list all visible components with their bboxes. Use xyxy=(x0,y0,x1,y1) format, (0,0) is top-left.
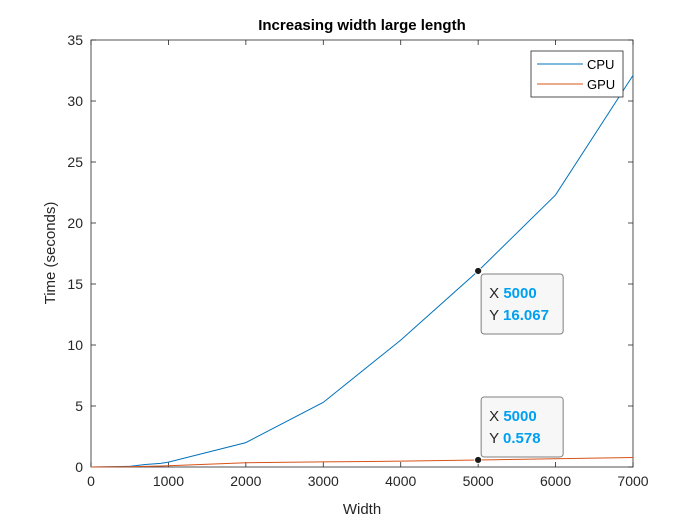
y-tick-label: 10 xyxy=(67,337,83,353)
legend-label-gpu: GPU xyxy=(587,77,615,92)
x-tick-label: 4000 xyxy=(385,473,416,489)
series-line-cpu xyxy=(90,75,634,468)
datatip-y-row: Y 16.067 xyxy=(489,307,549,324)
legend-label-cpu: CPU xyxy=(587,57,614,72)
datatip-x-value: 5000 xyxy=(503,408,536,425)
datatip-x-row: X 5000 xyxy=(489,408,537,425)
datatip-x-label: X xyxy=(489,285,503,302)
datatip-y-label: Y xyxy=(489,430,503,447)
datatip-y-value: 16.067 xyxy=(503,307,549,324)
datatip-marker xyxy=(474,267,483,275)
x-tick-label: 6000 xyxy=(540,473,571,489)
x-tick-label: 7000 xyxy=(617,473,648,489)
y-axis-label: Time (seconds) xyxy=(42,202,59,305)
axes-box xyxy=(90,39,634,468)
x-tick-label: 1000 xyxy=(153,473,184,489)
datatip-y-row: Y 0.578 xyxy=(489,430,540,447)
datatip-y-label: Y xyxy=(489,307,503,324)
series-line-gpu xyxy=(90,456,634,468)
y-tick-label: 20 xyxy=(67,215,83,231)
y-tick-label: 30 xyxy=(67,93,83,109)
datatip-y-value: 0.578 xyxy=(503,430,541,447)
y-tick-label: 0 xyxy=(75,459,83,475)
x-tick-label: 0 xyxy=(87,473,95,489)
datatip-box xyxy=(480,273,564,335)
x-axis-label: Width xyxy=(343,501,381,518)
legend-box xyxy=(530,50,624,98)
datatip-box xyxy=(480,396,564,458)
plot-area: 0 1000 2000 3000 4000 5000 6000 7000 0 5 10 15 20 25 3… xyxy=(67,32,648,489)
datatip-marker xyxy=(474,456,483,464)
chart-title: Increasing width large length xyxy=(258,17,466,34)
x-tick-label: 5000 xyxy=(463,473,494,489)
y-tick-label: 5 xyxy=(75,398,83,414)
x-tick-label: 2000 xyxy=(230,473,261,489)
y-tick-label: 35 xyxy=(67,32,83,48)
y-tick-label: 15 xyxy=(67,276,83,292)
datatip-x-value: 5000 xyxy=(503,285,536,302)
datatip-x-label: X xyxy=(489,408,503,425)
x-tick-label: 3000 xyxy=(308,473,339,489)
y-tick-label: 25 xyxy=(67,154,83,170)
datatip-x-row: X 5000 xyxy=(489,285,537,302)
